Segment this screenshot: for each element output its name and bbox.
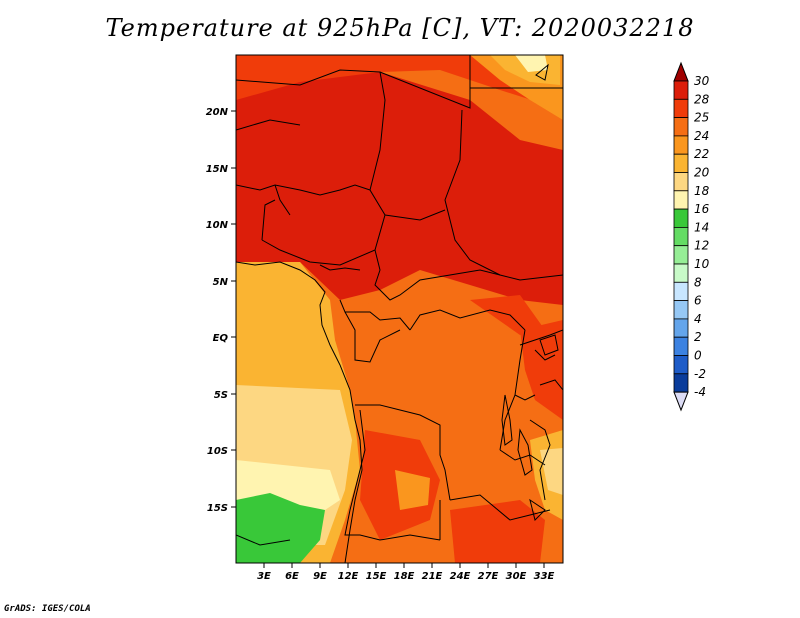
lon-label-18e: 18E xyxy=(394,571,415,582)
lon-axis: 3E 6E 9E 12E 15E 18E 21E 24E 27E 30E 33E xyxy=(257,563,555,582)
colorbar-swatch xyxy=(673,245,689,265)
lon-label-12e: 12E xyxy=(338,571,359,582)
colorbar-level-label: -2 xyxy=(694,367,706,381)
colorbar-level-label: -4 xyxy=(694,385,706,399)
colorbar-level-label: 20 xyxy=(694,166,710,180)
colorbar-swatch xyxy=(673,172,689,192)
colorbar-level-label: 10 xyxy=(694,257,710,271)
colorbar-swatch xyxy=(673,226,689,247)
colorbar-swatch xyxy=(673,336,689,356)
lon-label-21e: 21E xyxy=(422,571,443,582)
temperature-field xyxy=(236,55,563,563)
colorbar-swatch xyxy=(673,98,689,119)
colorbar-swatch xyxy=(673,135,689,155)
colorbar-level-label: 30 xyxy=(694,74,710,88)
lon-label-6e: 6E xyxy=(285,571,299,582)
colorbar-swatch xyxy=(673,318,689,338)
colorbar-swatch xyxy=(673,355,689,375)
colorbar-level-label: 28 xyxy=(694,92,710,106)
lon-label-27e: 27E xyxy=(478,571,499,582)
colorbar-level-label: 24 xyxy=(694,129,709,143)
colorbar-swatch xyxy=(673,153,689,173)
colorbar-level-label: 8 xyxy=(694,275,702,289)
colorbar-top-arrow xyxy=(673,61,689,82)
lat-label-20n: 20N xyxy=(206,107,229,118)
colorbar-swatch xyxy=(673,373,689,393)
colorbar-bottom-arrow xyxy=(673,391,689,412)
lat-axis: 20N 15N 10N 5N EQ 5S 10S 15S xyxy=(206,107,236,514)
colorbar-level-label: 14 xyxy=(694,220,709,234)
colorbar-level-label: 4 xyxy=(694,312,702,326)
colorbar-level-label: 25 xyxy=(694,111,709,125)
lat-label-10n: 10N xyxy=(206,220,229,231)
colorbar-level-label: 0 xyxy=(694,349,702,363)
colorbar-level-label: 18 xyxy=(694,184,710,198)
lon-label-33e: 33E xyxy=(534,571,555,582)
lon-label-30e: 30E xyxy=(506,571,527,582)
colorbar-level-label: 12 xyxy=(694,239,709,253)
colorbar-level-label: 6 xyxy=(694,294,702,308)
lat-label-15s: 15S xyxy=(207,503,228,514)
lat-label-10s: 10S xyxy=(207,446,228,457)
lon-label-24e: 24E xyxy=(450,571,471,582)
colorbar-level-label: 2 xyxy=(694,330,702,344)
lat-label-5n: 5N xyxy=(213,277,229,288)
lon-label-15e: 15E xyxy=(366,571,387,582)
colorbar-swatch xyxy=(673,263,689,283)
colorbar-swatch xyxy=(673,80,689,100)
colorbar-swatch xyxy=(673,208,689,228)
lat-label-15n: 15N xyxy=(206,164,229,175)
colorbar-swatch xyxy=(673,300,689,320)
colorbar-level-label: 16 xyxy=(694,202,710,216)
colorbar-swatch xyxy=(673,281,689,301)
lat-label-5s: 5S xyxy=(214,390,228,401)
colorbar-swatch xyxy=(673,117,689,137)
lat-label-eq: EQ xyxy=(213,333,229,344)
lon-label-3e: 3E xyxy=(257,571,271,582)
colorbar-level-label: 22 xyxy=(694,147,709,161)
grads-credit: GrADS: IGES/COLA xyxy=(4,604,91,614)
lon-label-9e: 9E xyxy=(313,571,327,582)
colorbar-swatch xyxy=(673,190,689,210)
map-title: Temperature at 925hPa [C], VT: 202003221… xyxy=(105,14,695,42)
map-frame xyxy=(235,54,564,564)
